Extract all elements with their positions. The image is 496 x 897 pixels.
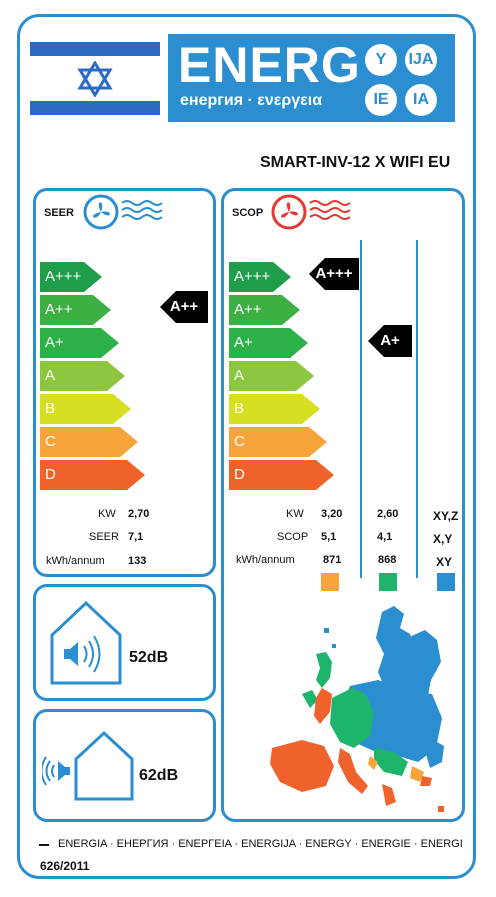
indoor-noise-value: 52dB <box>129 649 169 666</box>
heating-fan-icon <box>271 194 351 230</box>
scop-panel <box>221 188 465 822</box>
scop-class-a: A <box>229 361 314 391</box>
seer-title: SEER <box>44 207 74 219</box>
seer-seer-value: 7,1 <box>128 531 144 543</box>
warm-zone-swatch <box>321 573 339 591</box>
cooling-fan-icon <box>83 194 163 230</box>
europe-climate-zone-map <box>270 606 444 812</box>
outdoor-noise-panel <box>33 709 216 822</box>
outdoor-unit-speaker-icon <box>42 730 134 801</box>
outdoor-noise-value: 62dB <box>139 767 179 784</box>
energy-subtitle: енергия · ενεργεια <box>180 92 323 109</box>
star-of-david-icon <box>77 61 113 97</box>
scop-scop-zone3: X,Y <box>433 532 453 546</box>
seer-class-d: D <box>40 460 145 490</box>
scop-annual-zone1: 871 <box>323 554 342 566</box>
label-frame <box>17 14 476 879</box>
seer-panel <box>33 188 216 577</box>
suffix-ia: IA <box>405 84 437 116</box>
scop-class-c: C <box>229 427 327 457</box>
scop-title: SCOP <box>232 207 264 219</box>
footer-languages: ENERGIA · ЕНЕРГИЯ · ΕΝΕΡΓΕΙΑ · ENERGIJA … <box>58 838 463 850</box>
seer-class-c: C <box>40 427 138 457</box>
zone-divider-2 <box>416 240 418 578</box>
footer-dash <box>39 844 49 846</box>
israel-flag <box>30 36 160 121</box>
regulation-number: 626/2011 <box>40 859 90 873</box>
seer-seer-label: SEER <box>89 531 119 543</box>
scop-class-a-plus: A+ <box>229 328 308 358</box>
scop-annual-zone2: 868 <box>378 554 397 566</box>
seer-class-b: B <box>40 394 131 424</box>
flag-stripe-bottom <box>30 101 160 115</box>
suffix-y: Y <box>365 44 397 76</box>
scop-scop-zone1: 5,1 <box>321 531 337 543</box>
indoor-unit-speaker-icon <box>50 600 122 685</box>
seer-class-a-plus: A+ <box>40 328 119 358</box>
seer-kw-label: KW <box>98 508 116 520</box>
scop-kw-zone3: XY,Z <box>433 509 459 523</box>
scop-kw-zone1: 3,20 <box>321 508 343 520</box>
scop-annual-zone3: XY <box>436 555 453 569</box>
seer-annual-value: 133 <box>128 555 147 567</box>
seer-kw-value: 2,70 <box>128 508 150 520</box>
model-name: SMART-INV-12 X WIFI EU <box>260 154 451 171</box>
scop-class-d: D <box>229 460 334 490</box>
suffix-ie: IE <box>365 84 397 116</box>
average-zone-swatch <box>379 573 397 591</box>
energy-title: ENERG <box>178 37 361 93</box>
flag-stripe-top <box>30 42 160 56</box>
indoor-noise-panel <box>33 584 216 701</box>
seer-annual-label: kWh/annum <box>46 555 105 567</box>
scop-scop-zone2: 4,1 <box>377 531 393 543</box>
zone-divider-1 <box>360 240 362 578</box>
scop-kw-zone2: 2,60 <box>377 508 399 520</box>
suffix-ija: IJA <box>405 44 437 76</box>
cold-zone-swatch <box>437 573 455 591</box>
scop-class-b: B <box>229 394 320 424</box>
scop-scop-label: SCOP <box>277 531 309 543</box>
scop-annual-label: kWh/annum <box>236 554 295 566</box>
scop-kw-label: KW <box>286 508 304 520</box>
seer-class-a: A <box>40 361 125 391</box>
